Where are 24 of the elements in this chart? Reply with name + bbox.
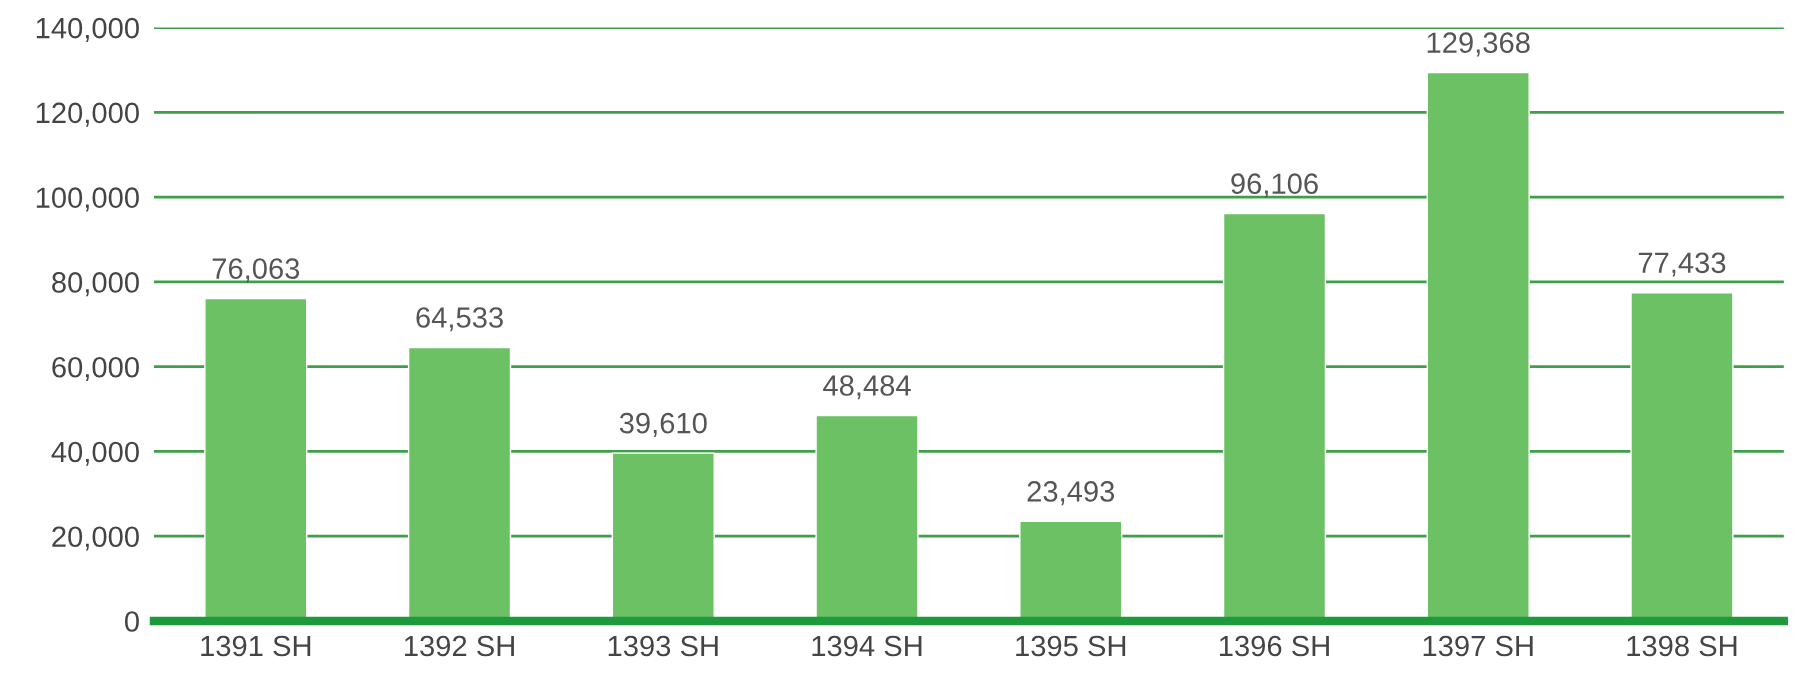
data-label: 23,493 — [1027, 481, 1115, 506]
y-tick-label: 140,000 — [36, 17, 139, 42]
x-tick-label: 1394 SH — [812, 635, 922, 657]
data-label: 96,106 — [1231, 173, 1318, 198]
x-tick-label: 1396 SH — [1219, 635, 1329, 657]
data-label: 77,433 — [1638, 252, 1726, 277]
y-tick-label: 100,000 — [36, 187, 139, 212]
x-tick-label: 1395 SH — [1016, 635, 1126, 657]
x-tick-label: 1398 SH — [1627, 635, 1737, 657]
y-tick-label: 60,000 — [52, 356, 139, 381]
x-tick-label: 1393 SH — [608, 635, 718, 657]
x-tick-label: 1397 SH — [1423, 635, 1533, 657]
data-label: 39,610 — [619, 412, 707, 437]
data-label: 129,368 — [1427, 32, 1530, 57]
data-label: 76,063 — [212, 258, 300, 283]
y-tick-label: 40,000 — [51, 441, 139, 466]
y-tick-label: 0 — [124, 611, 139, 632]
x-tick-label: 1391 SH — [201, 635, 311, 657]
data-label: 64,533 — [416, 307, 503, 332]
data-label: 48,484 — [823, 375, 911, 400]
x-tick-label: 1392 SH — [405, 635, 514, 657]
y-tick-label: 120,000 — [36, 102, 139, 127]
y-tick-label: 20,000 — [52, 526, 139, 551]
y-tick-label: 80,000 — [52, 272, 139, 297]
